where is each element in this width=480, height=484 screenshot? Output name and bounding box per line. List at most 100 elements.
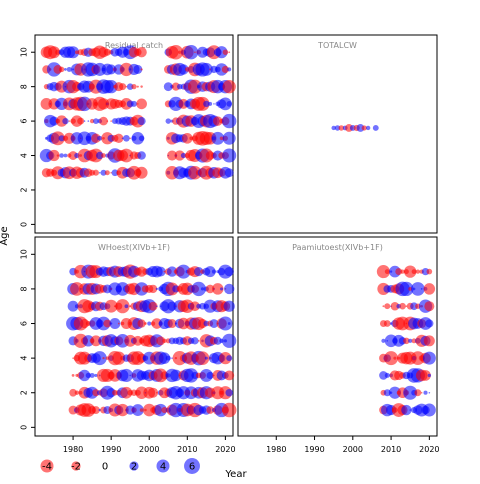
residual-point [176,264,191,279]
residual-point [72,357,74,359]
residual-point [119,148,134,163]
residual-point [58,66,65,73]
residual-point [423,283,436,295]
residual-point [103,319,112,328]
residual-point [423,335,435,347]
residual-point [383,389,391,397]
residual-point [109,318,121,330]
residual-point [178,64,189,75]
residual-point [117,322,120,325]
panel-frame [237,236,438,437]
residual-point [63,153,68,158]
residual-point [220,287,224,291]
x-tick-label: 2010 [177,445,197,454]
residual-point [48,149,60,162]
residual-point [58,135,65,142]
residual-point [136,98,147,110]
residual-point [92,389,100,397]
residual-point [384,372,390,378]
x-tick-label: 2010 [381,445,401,454]
residual-point [87,120,90,122]
residual-point [195,351,210,365]
residual-point [180,152,187,159]
residual-point [96,151,104,160]
residual-point [78,369,91,382]
x-tick-label: 2000 [139,445,159,454]
panel-title: Paamiutoest(XIVb+1F) [292,243,383,252]
residual-point [213,103,215,105]
residual-point [219,351,232,365]
residual-point [422,403,436,417]
residual-point [59,153,64,158]
residual-point [133,64,143,74]
x-tick-label: 1990 [304,445,324,454]
residual-point [99,116,108,126]
residual-point [211,269,217,274]
residual-point [183,45,199,60]
residual-point [151,318,163,329]
legend-label: -2 [71,462,81,473]
residual-point [224,370,235,381]
residual-point [376,265,390,279]
residual-point [222,333,237,348]
panel-4: Paamiutoest(XIVb+1F) 1980 1990 2000 2010 2020 [237,236,440,454]
residual-point [189,136,193,141]
residual-point [212,116,223,126]
legend-bubble [156,459,170,473]
residual-point [180,299,195,313]
residual-point [125,85,128,88]
y-tick-label: 4 [20,356,29,361]
residual-point [140,68,143,71]
residual-point [112,351,126,365]
panel-title: TOTALCW [317,41,357,50]
residual-point [199,62,213,76]
residual-point [215,46,228,59]
residual-point [126,83,134,90]
residual-point [400,269,405,274]
residual-point [129,137,131,140]
residual-point [420,391,423,394]
x-tick-label: 1980 [63,445,83,454]
residual-point [74,390,80,395]
legend-bubble [129,461,139,471]
residual-point [212,283,224,295]
residual-point [423,390,428,395]
residual-point [90,335,102,347]
residual-point [101,153,106,158]
residual-point [190,301,200,312]
x-tick-label: 2020 [215,445,235,454]
residual-point [136,85,139,88]
residual-point [361,125,367,131]
residual-point [390,301,400,311]
y-tick-label: 10 [20,47,29,57]
residual-point [404,265,417,278]
residual-point [106,120,109,122]
panel-frame [237,34,438,234]
residual-point [222,131,236,145]
residual-point [222,79,236,94]
residual-point [140,85,143,88]
residual-point [213,336,222,345]
residual-point [206,371,214,380]
residual-point [178,50,182,54]
residual-point [222,49,229,55]
residual-point [331,125,336,131]
residual-point [137,319,146,328]
residual-point [166,266,178,277]
residual-point [148,284,158,294]
residual-point [409,409,412,411]
residual-point [79,318,90,329]
residual-point [219,97,232,111]
residual-point [194,51,196,54]
x-tick-label: 1980 [266,445,286,454]
residual-point [131,100,137,107]
y-tick-label: 0 [20,222,29,227]
residual-point [49,116,59,126]
residual-point [156,305,158,308]
residual-point [121,137,124,140]
residual-point [424,301,435,312]
residual-point [226,101,233,107]
residual-point [226,355,233,362]
residual-point [136,47,147,58]
